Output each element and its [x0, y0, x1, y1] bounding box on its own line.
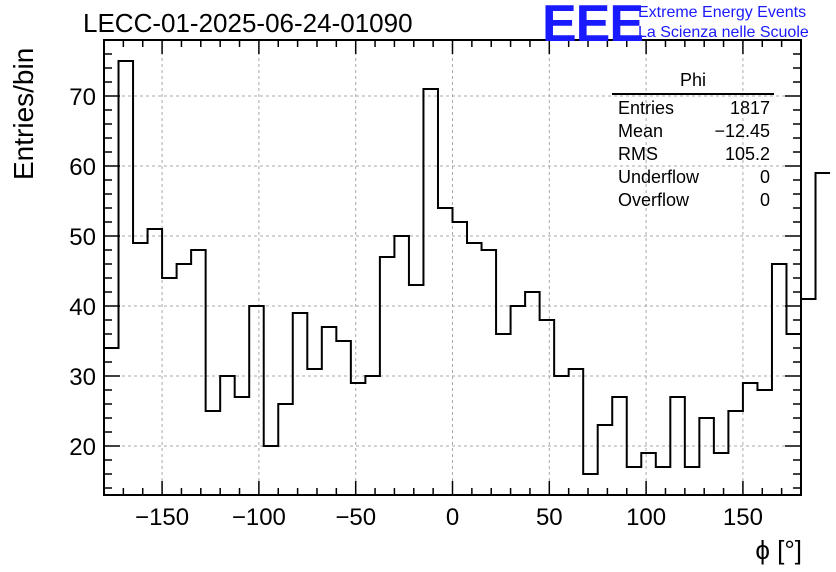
stats-box: Phi Entries 1817 Mean −12.45 RMS 105.2 U…: [612, 70, 774, 212]
stats-value: −12.45: [714, 121, 770, 141]
stats-label: RMS: [618, 144, 658, 164]
x-tick-label: 0: [446, 504, 459, 531]
stats-label: Overflow: [618, 190, 690, 210]
y-tick-label: 40: [69, 294, 96, 321]
x-tick-label: −150: [135, 504, 189, 531]
stats-value: 105.2: [724, 144, 770, 164]
axis-tick-labels: −150 −100 −50 0 50 100 150 20 30 40 50 60 70: [69, 84, 763, 531]
brand-line-2: La Scienza nelle Scuole: [638, 24, 809, 41]
stats-row-entries: Entries 1817: [612, 97, 774, 120]
stats-row-underflow: Underflow 0: [612, 166, 774, 189]
stats-label: Mean: [618, 121, 664, 141]
stats-row-rms: RMS 105.2: [612, 143, 774, 166]
stats-label: Underflow: [618, 167, 700, 187]
x-tick-label: 50: [536, 504, 563, 531]
x-tick-label: 150: [723, 504, 763, 531]
eee-logo: EEE: [542, 0, 644, 53]
stats-name: Phi: [612, 70, 774, 95]
brand-line-1: Extreme Energy Events: [638, 4, 807, 21]
x-tick-label: −50: [335, 504, 376, 531]
stats-value: 1817: [729, 98, 770, 118]
stats-value: 0: [759, 190, 770, 210]
y-tick-label: 60: [69, 154, 96, 181]
stats-label: Entries: [618, 98, 675, 118]
stats-row-mean: Mean −12.45: [612, 120, 774, 143]
stats-row-overflow: Overflow 0: [612, 189, 774, 212]
y-tick-label: 70: [69, 84, 96, 111]
axis-ticks: [103, 39, 802, 495]
chart-title: LECC-01-2025-06-24-01090: [83, 8, 413, 38]
stats-value: 0: [759, 167, 770, 187]
histogram-line: [104, 60, 831, 475]
x-tick-label: −100: [232, 504, 286, 531]
y-tick-label: 30: [69, 364, 96, 391]
x-axis-label: ϕ [°]: [755, 535, 802, 565]
y-tick-label: 20: [69, 434, 96, 461]
y-tick-label: 50: [69, 224, 96, 251]
y-axis-label: Entries/bin: [8, 47, 39, 180]
x-tick-label: 100: [626, 504, 666, 531]
